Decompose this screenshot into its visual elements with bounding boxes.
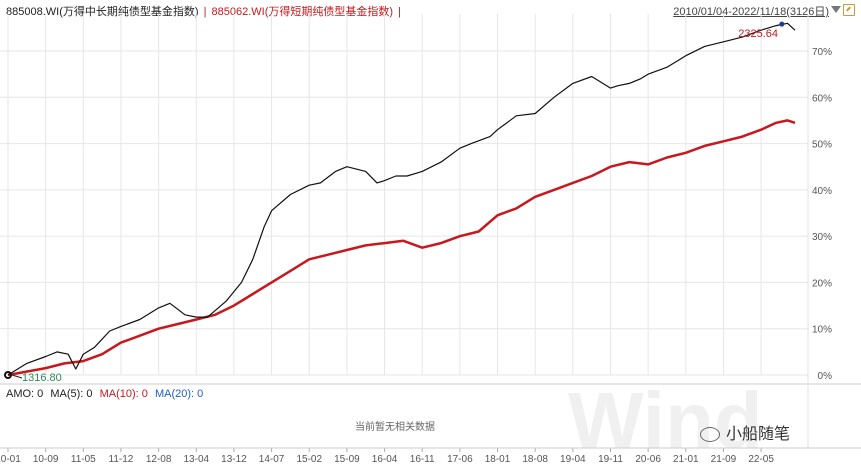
x-tick-label: 18-01 — [485, 454, 511, 465]
high-value-label: 2325.64 — [738, 28, 778, 40]
x-tick-label: 13-04 — [183, 454, 209, 465]
edit-settings-icon[interactable] — [843, 4, 855, 16]
x-tick-label: 22-05 — [748, 454, 774, 465]
low-value-label: 1316.80 — [22, 372, 62, 384]
legend-separator: | — [203, 6, 207, 18]
x-axis-labels: 10-01 10-09 11-05 11-12 12-08 13-04 13-12 14-07… — [0, 454, 774, 465]
start-marker — [4, 371, 12, 379]
x-tick-label: 13-12 — [221, 454, 247, 465]
x-tick-label: 17-06 — [447, 454, 473, 465]
y-tick-label: 0% — [818, 371, 833, 382]
chevron-down-icon[interactable] — [831, 6, 841, 13]
x-tick-label: 10-01 — [0, 454, 21, 465]
x-tick-label: 15-02 — [296, 454, 322, 465]
no-data-message: 当前暂无相关数据 — [355, 422, 435, 433]
x-tick-label: 20-06 — [635, 454, 661, 465]
chart-header: 885008.WI(万得中长期纯债型基金指数) | 885062.WI(万得短期… — [6, 3, 403, 19]
series1-legend-label[interactable]: 885008.WI(万得中长期纯债型基金指数) — [6, 6, 199, 18]
x-tick-label: 18-08 — [522, 454, 548, 465]
ma20-indicator: MA(20): 0 — [154, 388, 204, 400]
end-marker — [779, 21, 785, 27]
ma5-indicator: MA(5): 0 — [50, 388, 93, 400]
low-value-pointer — [11, 374, 23, 379]
x-tick-label: 16-04 — [372, 454, 398, 465]
watermark-text: 小船随笔 — [726, 426, 791, 443]
x-tick-label: 15-09 — [334, 454, 360, 465]
y-tick-label: 20% — [812, 278, 832, 289]
series-line-885008 — [7, 22, 796, 376]
y-tick-label: 10% — [812, 325, 832, 336]
x-tick-label: 21-09 — [711, 454, 737, 465]
y-axis-labels: 0% 10% 20% 30% 40% 50% 60% 70% — [812, 47, 832, 382]
y-tick-label: 30% — [812, 232, 832, 243]
y-tick-label: 60% — [812, 93, 832, 104]
x-tick-label: 14-07 — [259, 454, 285, 465]
x-tick-label: 11-05 — [71, 454, 96, 465]
x-tick-label: 10-09 — [33, 454, 59, 465]
y-tick-label: 50% — [812, 140, 832, 151]
x-tick-label: 19-11 — [598, 454, 623, 465]
watermark: 小船随笔 — [700, 420, 790, 444]
indicator-bar: AMO: 0 MA(5): 0 MA(10): 0 MA(20): 0 — [6, 388, 207, 400]
series-line-885062 — [7, 119, 796, 377]
chart-annotations: 2325.64 1316.80 — [4, 21, 785, 384]
y-tick-label: 40% — [812, 186, 832, 197]
series-lines — [7, 22, 796, 377]
y-tick-label: 70% — [812, 47, 832, 58]
x-tick-label: 21-01 — [673, 454, 699, 465]
series2-legend-label[interactable]: 885062.WI(万得短期纯债型基金指数) — [211, 6, 394, 18]
chart-grid — [0, 14, 808, 452]
ma10-indicator: MA(10): 0 — [99, 388, 148, 400]
x-tick-label: 11-12 — [109, 454, 134, 465]
x-tick-label: 16-11 — [410, 454, 435, 465]
watermark-logo: Wind — [568, 376, 763, 465]
legend-separator: | — [398, 6, 401, 18]
x-tick-label: 19-04 — [560, 454, 586, 465]
amo-indicator: AMO: 0 — [6, 388, 44, 400]
date-range-selector[interactable]: 2010/01/04-2022/11/18(3126日) — [673, 6, 829, 18]
x-tick-label: 12-08 — [146, 454, 172, 465]
wechat-icon — [700, 427, 720, 443]
